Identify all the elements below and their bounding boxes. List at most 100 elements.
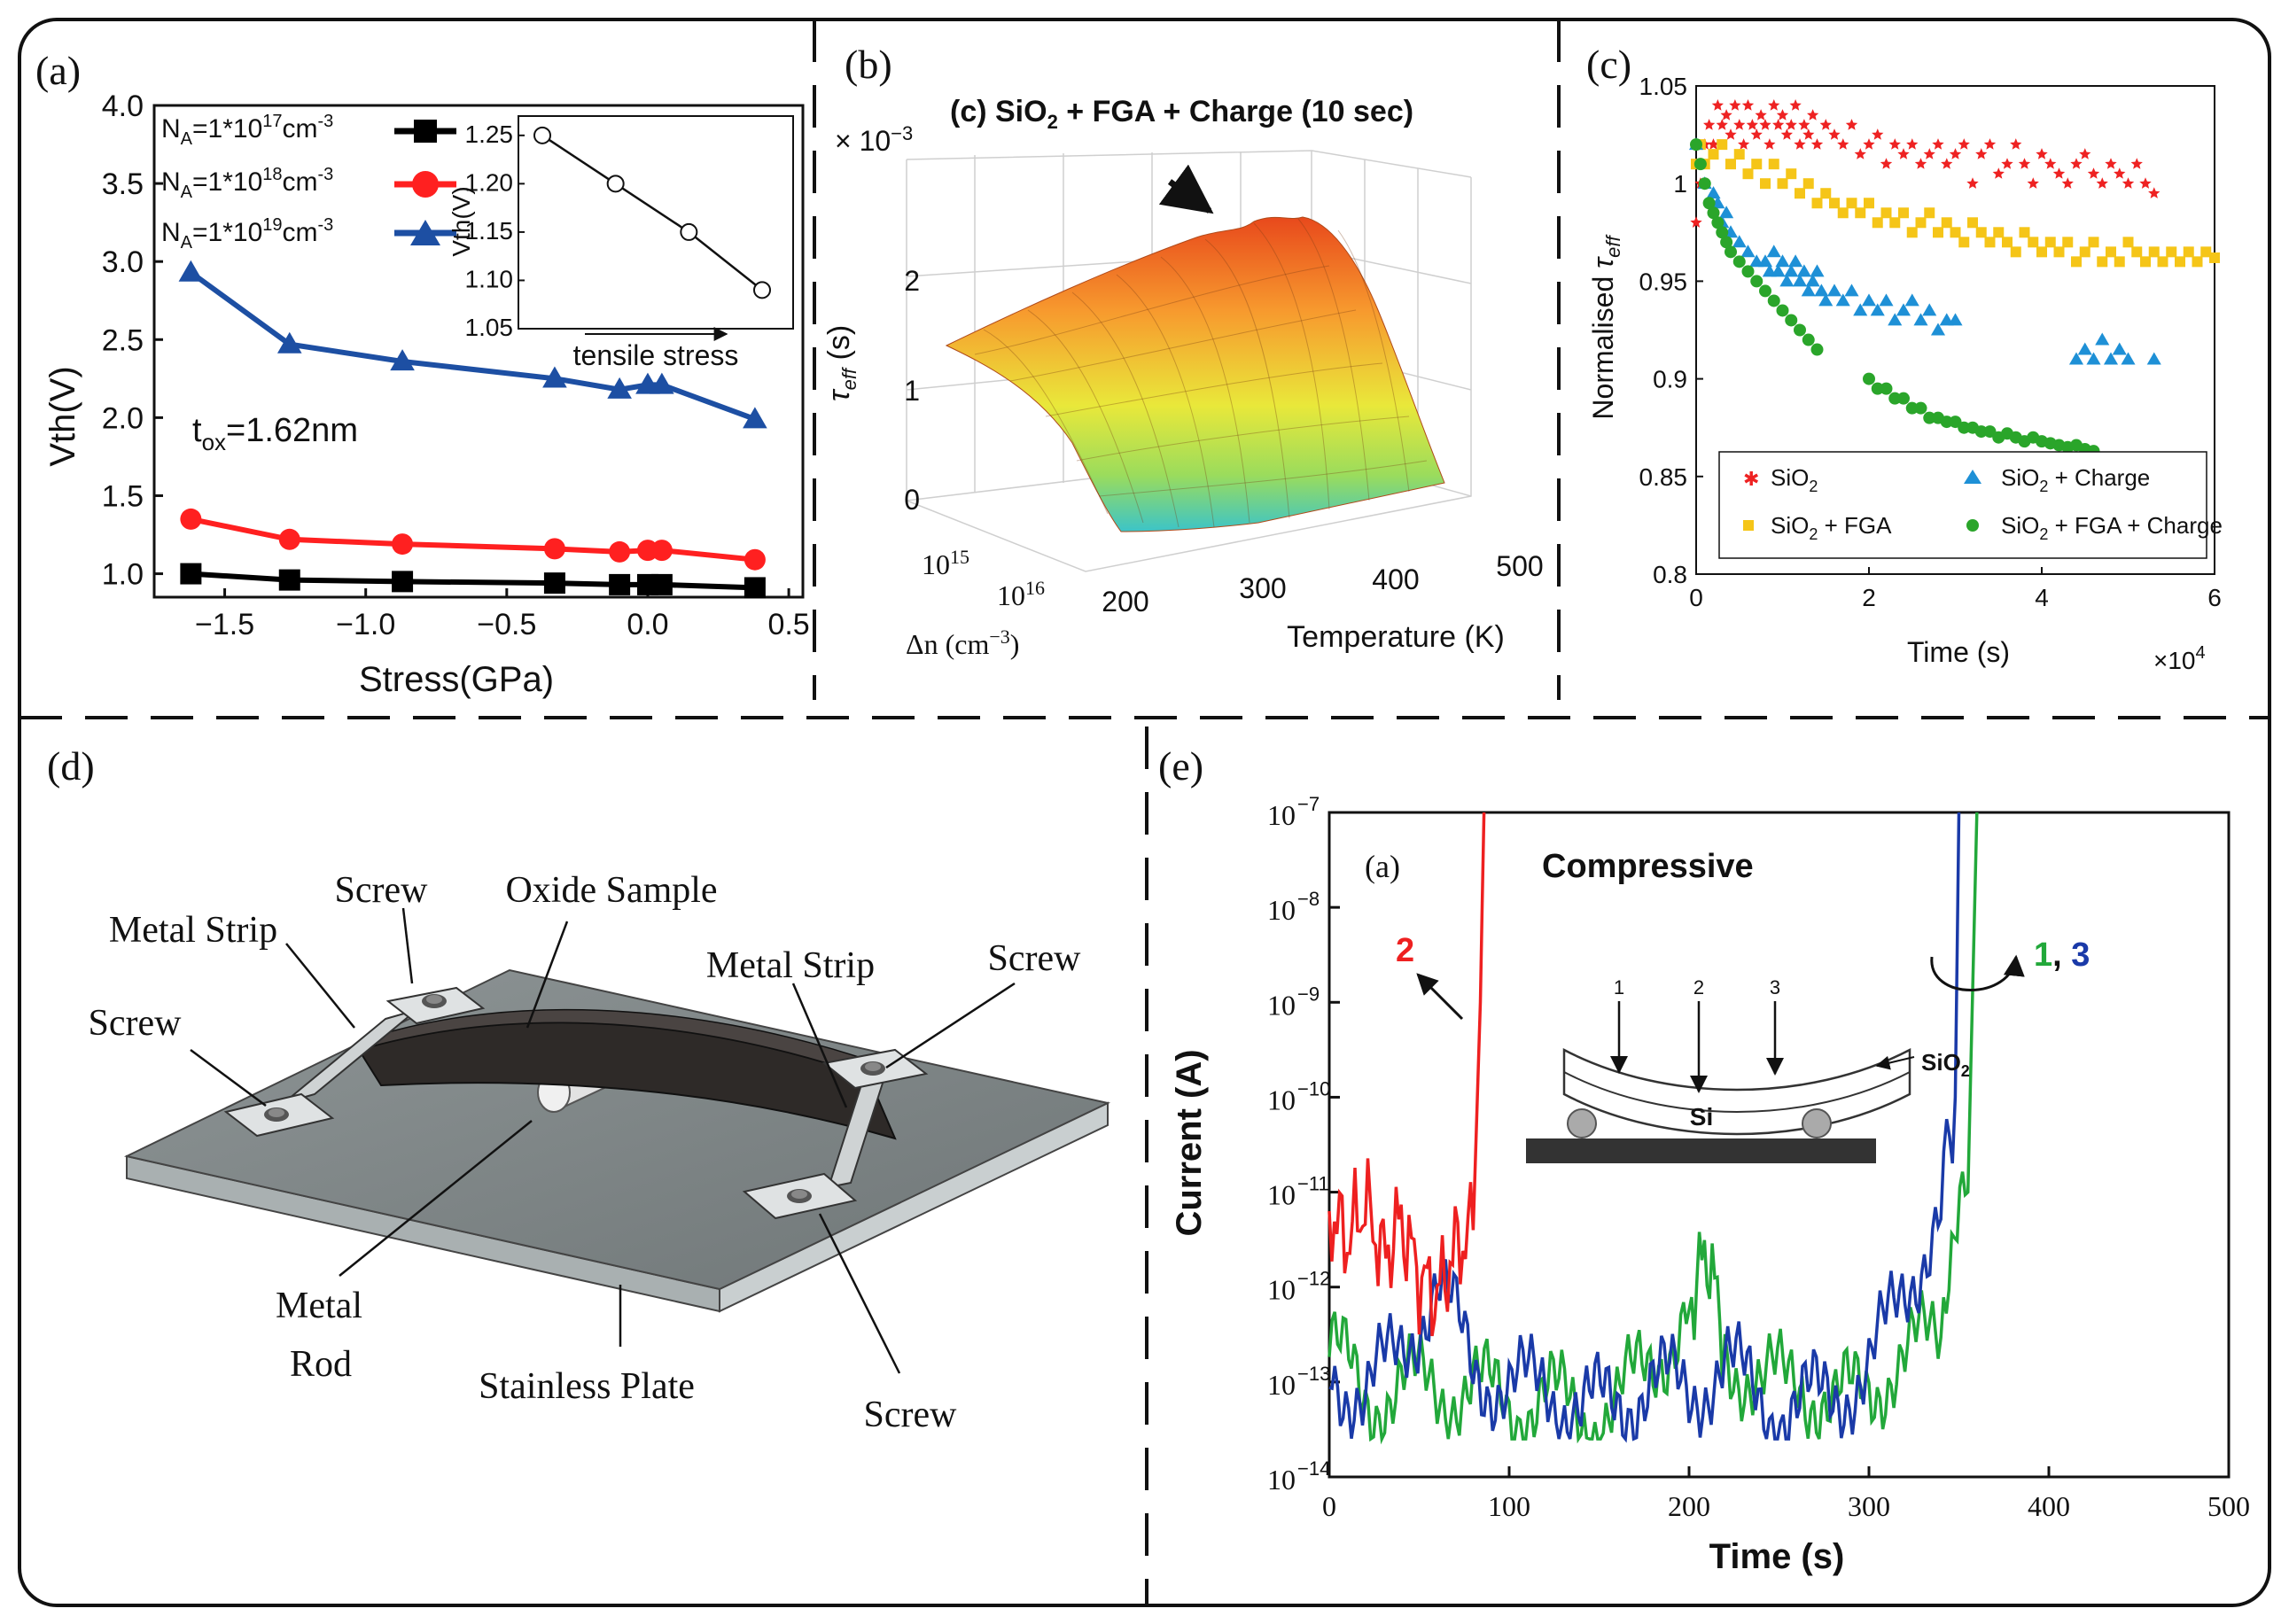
panel-e-ytick-exponent: −8 (1297, 888, 1320, 910)
panel-c-point-0 (1729, 99, 1741, 111)
panel-c-point-2 (1896, 303, 1911, 316)
screw-bottom-left (264, 1107, 289, 1122)
panel-e-ytick-exponent: −9 (1297, 983, 1320, 1005)
panel-e-plot-frame (1327, 811, 2231, 1479)
panel-c-point-1 (1837, 207, 1849, 219)
panel-a-inset-yticks: 1.05 1.10 1.15 1.20 1.25 (465, 120, 525, 341)
panel-c-point-0 (2139, 177, 2152, 189)
panel-c-point-0 (2036, 148, 2048, 159)
panel-c-point-1 (2097, 256, 2108, 268)
panel-a-xtick-label: −1.0 (336, 608, 395, 641)
panel-c-point-0 (1914, 158, 1927, 169)
panel-c-point-3 (1810, 343, 1824, 356)
panel-c-point-1 (2062, 237, 2074, 248)
panel-c-point-2 (1732, 235, 1747, 248)
panel-a-ytick-label: 4.0 (102, 89, 144, 123)
panel-c-xtick-label: 2 (1862, 584, 1876, 611)
legend-item-sio2-charge: SiO2 + Charge (1964, 464, 2150, 495)
panel-a-legend: NA=1*1017cm-3 NA=1*1018cm-3 NA=1*1019cm-… (161, 112, 456, 253)
panel-a-ytick-label: 3.0 (102, 245, 144, 279)
panel-c-plot-frame (1695, 85, 2215, 575)
panel-c-xlabel: Time (s) (1907, 636, 2010, 668)
panel-c-point-1 (1993, 227, 2005, 238)
panel-c-point-2 (1913, 313, 1928, 326)
panel-e-ytick-label: 10 (1267, 1274, 1296, 1306)
panel-c-point-1 (2053, 246, 2065, 258)
panel-a-inset: 1.05 1.10 1.15 1.20 1.25 Vth(V) tensile stre… (448, 115, 794, 371)
panel-c-yticks: 0.8 0.85 0.9 0.95 1 1.05 (1639, 73, 1703, 588)
panel-c-point-3 (1716, 226, 1729, 239)
panel-c-point-1 (1811, 198, 1823, 209)
panel-a-point (744, 548, 766, 571)
panel-c-point-0 (1992, 167, 2005, 179)
panel-e-xtick-label: 0 (1322, 1490, 1336, 1522)
panel-b-ztick-1: 1 (904, 375, 920, 407)
panel-e-xticks: 0 100 200 300 400 500 (1322, 1466, 2250, 1522)
panel-c-point-2 (1844, 284, 1859, 297)
panel-c-point-0 (1711, 99, 1724, 111)
panel-a-point (609, 540, 631, 563)
legend-item-sio2: ✱ SiO2 (1743, 464, 1818, 495)
panel-c-point-0 (1807, 109, 1819, 120)
panel-a-inset-line (541, 134, 763, 291)
panel-a-point (650, 372, 674, 394)
panel-e-ytick-exponent: −12 (1297, 1268, 1330, 1290)
panel-c-point-3 (1794, 323, 1806, 337)
panel-e-ytick-label: 10 (1267, 799, 1296, 831)
panel-c-point-0 (1810, 138, 1824, 150)
panel-c-point-2 (1801, 284, 1816, 297)
panel-c-point-3 (1741, 265, 1755, 278)
panel-c-point-2 (1796, 264, 1811, 277)
panel-c-point-3 (1897, 392, 1910, 405)
panel-c-point-0 (2096, 177, 2108, 189)
svg-text:NA=1*1019cm-3: NA=1*1019cm-3 (161, 215, 333, 253)
panel-e-ytick-exponent: −11 (1297, 1173, 1329, 1195)
panel-c-point-0 (2105, 158, 2117, 169)
panel-b-label: (b) (845, 42, 892, 87)
panel-c-point-0 (1772, 119, 1785, 130)
panel-a-xtick-label: 0.5 (767, 608, 809, 641)
panel-c-ytick-label: 1 (1673, 170, 1687, 198)
panel-c-point-1 (2106, 246, 2116, 258)
panel-c-legend: ✱ SiO2 SiO2 + Charge SiO2 + FGA SiO2 + F… (1718, 451, 2223, 559)
panel-c: (c) 0.8 0.85 0.9 0.95 1 1.05 0 2 4 6 Normalised … (1586, 42, 2223, 674)
panel-c-point-3 (1725, 245, 1737, 259)
panel-e-xtick-label: 500 (2207, 1490, 2250, 1522)
panel-c-point-0 (1819, 119, 1832, 130)
panel-e-xtick-label: 400 (2028, 1490, 2070, 1522)
panel-c-point-0 (1888, 138, 1901, 150)
panel-c-point-1 (1889, 217, 1901, 229)
panel-c-point-2 (1826, 284, 1842, 297)
panel-c-ytick-label: 0.9 (1653, 366, 1687, 393)
panel-e-series (1327, 812, 1979, 1445)
panel-a-point (609, 573, 631, 595)
panel-a-point (392, 571, 414, 593)
panel-c-point-0 (2044, 158, 2057, 169)
panel-c-point-2 (1835, 293, 1850, 307)
panel-c-point-1 (2183, 246, 2194, 258)
panel-c-point-0 (1958, 138, 1970, 150)
panel-a-point (180, 563, 202, 585)
panel-c-point-3 (1940, 416, 1953, 429)
panel-c-point-0 (2114, 167, 2126, 179)
panel-c-point-1 (1924, 207, 1935, 219)
panel-c-point-1 (1708, 149, 1719, 160)
panel-e-ytick-exponent: −13 (1297, 1363, 1330, 1385)
panel-c-point-2 (1870, 303, 1885, 316)
panel-a-inset-ytick-label: 1.05 (465, 314, 514, 341)
label-stainless-plate: Stainless Plate (479, 1366, 695, 1407)
panel-e-ytick-label: 10 (1267, 1464, 1296, 1496)
panel-c-point-0 (1750, 128, 1763, 140)
panel-a-point (743, 407, 767, 429)
panel-a-xtick-label: −0.5 (477, 608, 536, 641)
panel-c-point-0 (2052, 167, 2066, 179)
panel-c-point-2 (2103, 352, 2119, 365)
panel-e-ytick-label: 10 (1267, 1084, 1296, 1115)
outer-frame (18, 18, 2271, 1607)
panel-c-point-0 (1880, 158, 1893, 169)
panel-c-ytick-label: 1.05 (1639, 73, 1688, 100)
panel-a-point (607, 377, 632, 399)
panel-c-point-1 (2028, 237, 2039, 248)
panel-c-point-1 (1760, 178, 1771, 190)
panel-b-ytick-16: 1016 (997, 577, 1045, 611)
